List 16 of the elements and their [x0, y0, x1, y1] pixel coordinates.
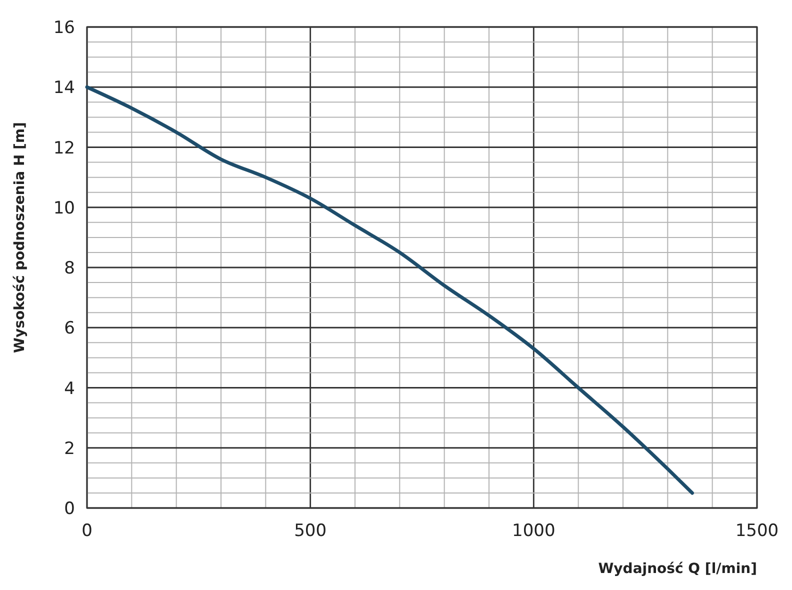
x-axis-title: Wydajność Q [l/min] [598, 561, 757, 577]
x-tick-label: 0 [82, 521, 92, 541]
y-tick-label: 4 [64, 378, 75, 399]
y-tick-label: 0 [64, 499, 75, 519]
line-series [85, 85, 694, 495]
x-tick-label: 1000 [512, 521, 556, 541]
y-tick-label: 6 [64, 318, 75, 339]
y-tick-label: 12 [53, 138, 75, 158]
y-tick-label: 2 [64, 438, 75, 459]
y-tick-label: 10 [53, 198, 75, 218]
y-tick-label: 8 [64, 258, 75, 278]
y-axis-title: Wysokość podnoszenia H [m] [12, 122, 28, 353]
x-tick-label: 500 [294, 521, 327, 541]
y-tick-label: 14 [53, 78, 75, 98]
y-tick-label: 16 [53, 18, 75, 38]
x-tick-label: 1500 [735, 521, 779, 541]
